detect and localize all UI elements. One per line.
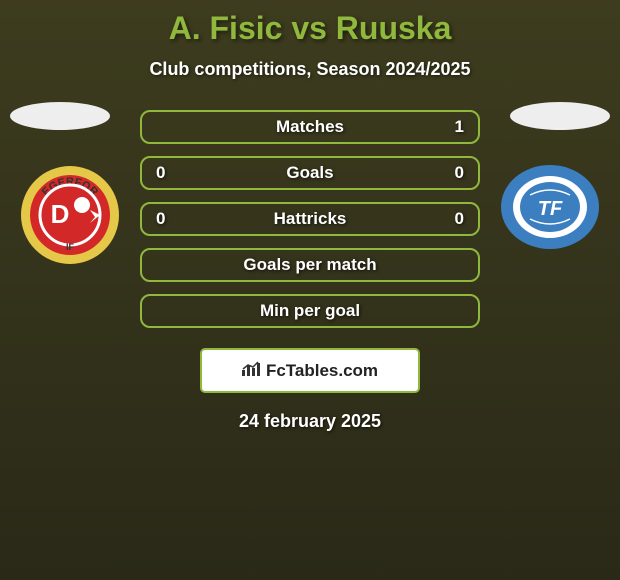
main-container: EGERFOR D IF TF RELLEBORGS F Matches xyxy=(0,110,620,432)
svg-text:TF: TF xyxy=(538,198,563,220)
site-badge: FcTables.com xyxy=(200,348,420,393)
ellipse-shadow-right xyxy=(510,102,610,130)
stat-label: Goals xyxy=(286,163,333,183)
stat-label: Goals per match xyxy=(243,255,376,275)
stat-left-value: 0 xyxy=(156,163,176,183)
stats-table: Matches 1 0 Goals 0 0 Hattricks 0 Goals … xyxy=(140,110,480,328)
stat-right-value: 0 xyxy=(444,163,464,183)
stat-row: Goals per match xyxy=(140,248,480,282)
team-badge-left: EGERFOR D IF xyxy=(20,165,120,265)
chart-icon xyxy=(242,360,262,381)
stat-label: Min per goal xyxy=(260,301,360,321)
team-badge-right: TF RELLEBORGS F xyxy=(500,165,600,250)
stat-label: Matches xyxy=(276,117,344,137)
svg-text:IF: IF xyxy=(66,242,75,252)
footer-date: 24 february 2025 xyxy=(0,411,620,432)
subtitle: Club competitions, Season 2024/2025 xyxy=(0,59,620,80)
page-title: A. Fisic vs Ruuska xyxy=(0,0,620,47)
stat-row: Min per goal xyxy=(140,294,480,328)
stat-label: Hattricks xyxy=(274,209,347,229)
stat-right-value: 0 xyxy=(444,209,464,229)
stat-row: 0 Goals 0 xyxy=(140,156,480,190)
svg-text:D: D xyxy=(51,199,70,229)
stat-left-value: 0 xyxy=(156,209,176,229)
ellipse-shadow-left xyxy=(10,102,110,130)
stat-right-value: 1 xyxy=(444,117,464,137)
stat-row: Matches 1 xyxy=(140,110,480,144)
stat-row: 0 Hattricks 0 xyxy=(140,202,480,236)
site-name: FcTables.com xyxy=(266,361,378,381)
